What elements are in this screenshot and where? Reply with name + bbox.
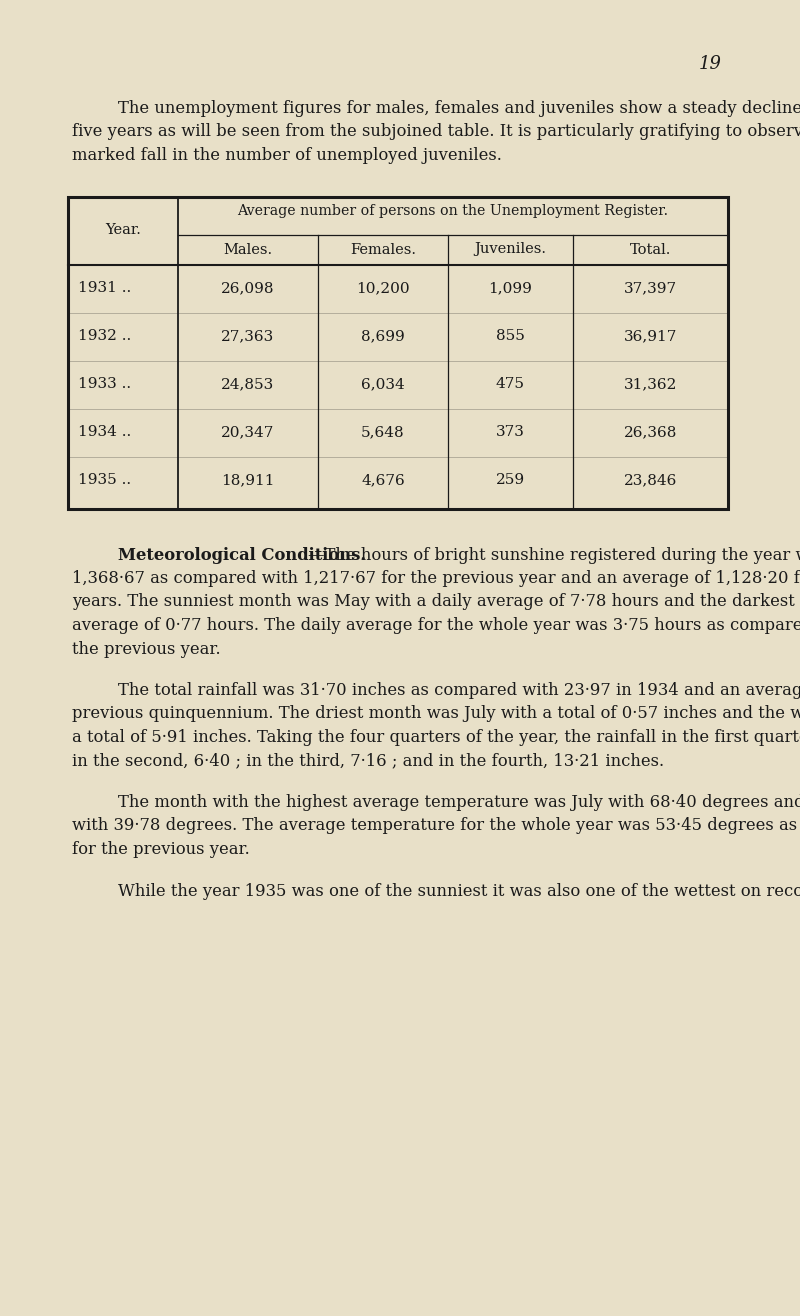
Text: While the year 1935 was one of the sunniest it was also one of the wettest on re: While the year 1935 was one of the sunni… — [118, 883, 800, 900]
Text: Average number of persons on the Unemployment Register.: Average number of persons on the Unemplo… — [238, 204, 669, 217]
Text: 1933 ..: 1933 .. — [78, 378, 131, 391]
Text: 1934 ..: 1934 .. — [78, 425, 131, 440]
Text: 24,853: 24,853 — [222, 378, 274, 391]
Text: 259: 259 — [496, 474, 525, 487]
Text: 18,911: 18,911 — [222, 474, 274, 487]
Text: 1935 ..: 1935 .. — [78, 474, 131, 487]
Text: for the previous year.: for the previous year. — [72, 841, 250, 858]
Text: 1,099: 1,099 — [489, 282, 533, 296]
Text: 27,363: 27,363 — [222, 329, 274, 343]
Text: previous quinquennium. The driest month was July with a total of 0·57 inches and: previous quinquennium. The driest month … — [72, 705, 800, 722]
Text: 20,347: 20,347 — [222, 425, 274, 440]
Text: five years as will be seen from the subjoined table. It is particularly gratifyi: five years as will be seen from the subj… — [72, 124, 800, 141]
Text: 36,917: 36,917 — [624, 329, 677, 343]
Text: Females.: Females. — [350, 242, 416, 257]
Text: 1,368·67 as compared with 1,217·67 for the previous year and an average of 1,128: 1,368·67 as compared with 1,217·67 for t… — [72, 570, 800, 587]
Text: a total of 5·91 inches. Taking the four quarters of the year, the rainfall in th: a total of 5·91 inches. Taking the four … — [72, 729, 800, 746]
Text: 5,648: 5,648 — [361, 425, 405, 440]
Text: 10,200: 10,200 — [356, 282, 410, 296]
Text: 26,098: 26,098 — [222, 282, 274, 296]
Text: The unemployment figures for males, females and juveniles show a steady decline : The unemployment figures for males, fema… — [118, 100, 800, 117]
Text: The month with the highest average temperature was July with 68·40 degrees and t: The month with the highest average tempe… — [118, 794, 800, 811]
Text: Males.: Males. — [223, 242, 273, 257]
Text: Meteorological Conditions.: Meteorological Conditions. — [118, 546, 366, 563]
Text: Total.: Total. — [630, 242, 671, 257]
Text: 1932 ..: 1932 .. — [78, 329, 131, 343]
Text: 23,846: 23,846 — [624, 474, 677, 487]
Text: 855: 855 — [496, 329, 525, 343]
Text: average of 0·77 hours. The daily average for the whole year was 3·75 hours as co: average of 0·77 hours. The daily average… — [72, 617, 800, 634]
Bar — [68, 196, 728, 508]
Text: with 39·78 degrees. The average temperature for the whole year was 53·45 degrees: with 39·78 degrees. The average temperat… — [72, 817, 800, 834]
Text: 6,034: 6,034 — [361, 378, 405, 391]
Text: 37,397: 37,397 — [624, 282, 677, 296]
Text: 373: 373 — [496, 425, 525, 440]
Text: the previous year.: the previous year. — [72, 641, 221, 658]
Text: 1931 ..: 1931 .. — [78, 282, 131, 296]
Text: —The hours of bright sunshine registered during the year were: —The hours of bright sunshine registered… — [308, 546, 800, 563]
Text: marked fall in the number of unemployed juveniles.: marked fall in the number of unemployed … — [72, 147, 502, 164]
Text: 8,699: 8,699 — [361, 329, 405, 343]
Text: 26,368: 26,368 — [624, 425, 677, 440]
Text: Year.: Year. — [105, 224, 141, 237]
Text: 4,676: 4,676 — [361, 474, 405, 487]
Text: years. The sunniest month was May with a daily average of 7·78 hours and the dar: years. The sunniest month was May with a… — [72, 594, 800, 611]
Text: The total rainfall was 31·70 inches as compared with 23·97 in 1934 and an averag: The total rainfall was 31·70 inches as c… — [118, 682, 800, 699]
Text: in the second, 6·40 ; in the third, 7·16 ; and in the fourth, 13·21 inches.: in the second, 6·40 ; in the third, 7·16… — [72, 753, 664, 770]
Text: Juveniles.: Juveniles. — [474, 242, 546, 257]
Text: 475: 475 — [496, 378, 525, 391]
Text: 19: 19 — [698, 55, 722, 72]
Text: 31,362: 31,362 — [624, 378, 677, 391]
